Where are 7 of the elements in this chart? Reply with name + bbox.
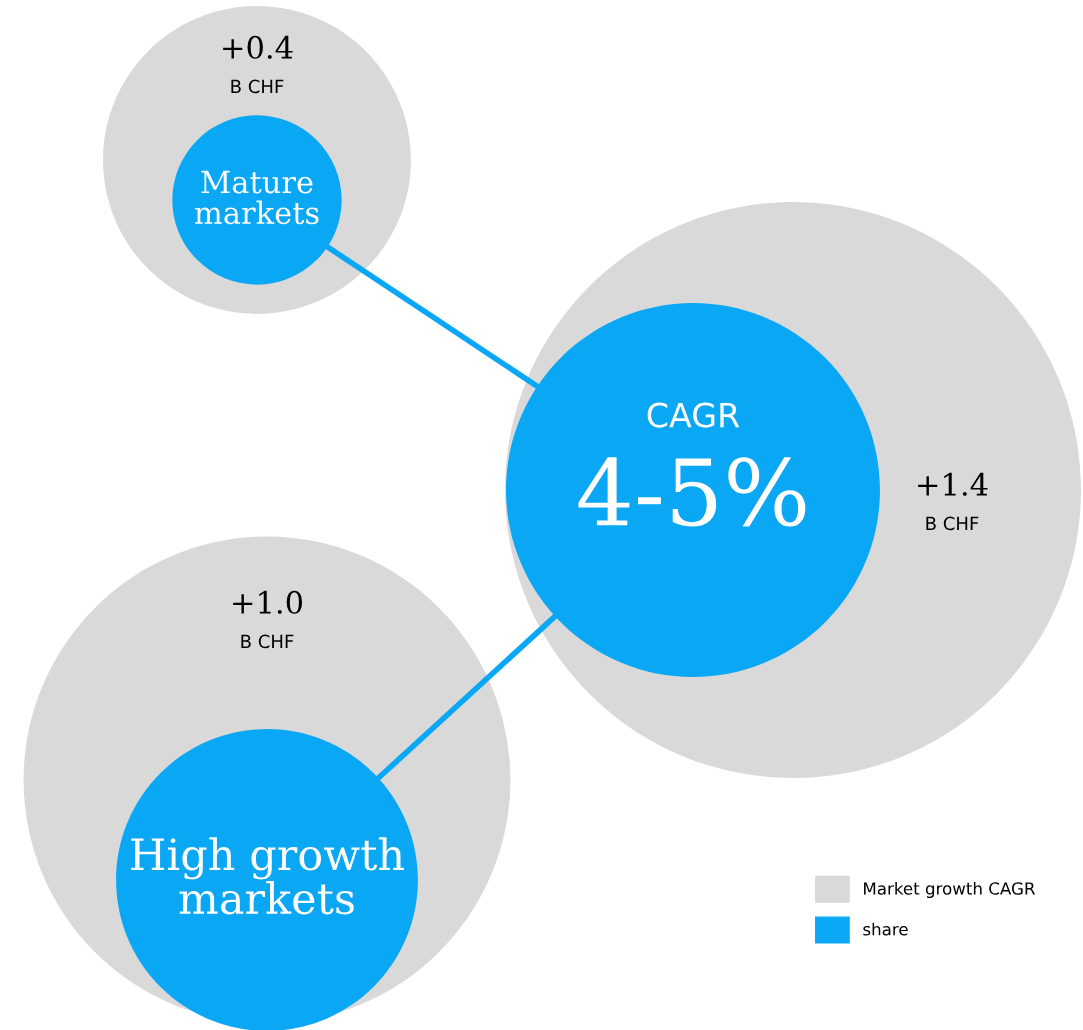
category-label: CAGR <box>647 402 740 428</box>
text: 4-5% <box>578 457 806 527</box>
legend-label: Market growth CAGR <box>864 881 1036 899</box>
data-label: +0.4 B CHF <box>223 35 293 94</box>
legend-label: share <box>863 922 908 936</box>
category-label: Mature markets <box>194 170 319 225</box>
data-label: +1.4 B CHF <box>918 472 988 531</box>
